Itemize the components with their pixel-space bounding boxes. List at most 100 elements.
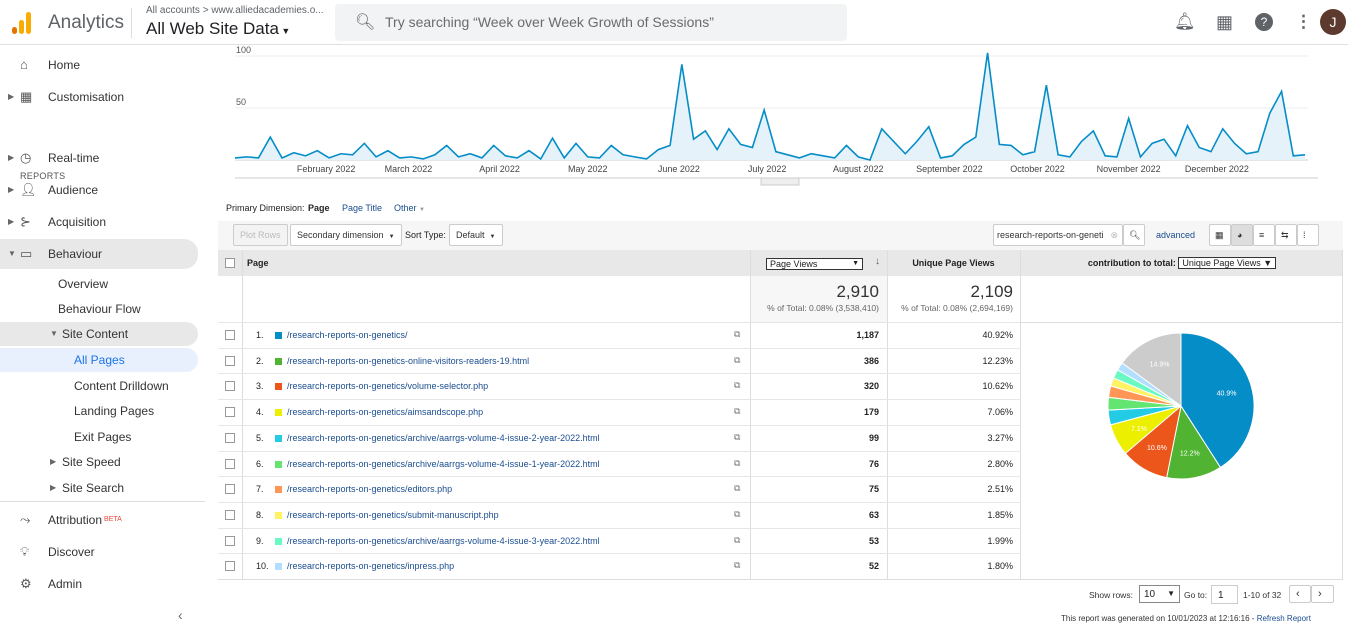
- open-page-icon[interactable]: ⧉: [734, 380, 741, 391]
- sort-type-dropdown[interactable]: Default ▼: [449, 224, 503, 246]
- sidebar-item-behaviour-flow[interactable]: Behaviour Flow: [58, 302, 141, 316]
- table-row: 6. /research-reports-on-genetics/archive…: [218, 450, 1021, 477]
- performance-view-icon[interactable]: ≡: [1253, 224, 1275, 246]
- pie-slice-label: 10.6%: [1147, 445, 1167, 452]
- row-checkbox[interactable]: [225, 561, 235, 572]
- series-color-swatch: [275, 409, 282, 417]
- row-checkbox[interactable]: [225, 509, 235, 520]
- sidebar-item-site-speed[interactable]: ▶ Site Speed: [0, 449, 198, 475]
- secondary-dimension-dropdown[interactable]: Secondary dimension ▼: [290, 224, 402, 246]
- sidebar-item-content-drilldown[interactable]: Content Drilldown: [74, 379, 169, 393]
- sidebar-item-all-pages[interactable]: All Pages: [0, 348, 198, 372]
- refresh-report-link[interactable]: Refresh Report: [1256, 614, 1311, 623]
- metric-select-page-views[interactable]: Page Views ▼: [766, 258, 863, 270]
- pie-view-icon[interactable]: ◕: [1231, 224, 1253, 246]
- sidebar-item-realtime[interactable]: ▶ ◷ Real-time: [0, 145, 198, 171]
- sidebar-item-exit-pages[interactable]: Exit Pages: [74, 430, 132, 444]
- sidebar-item-acquisition[interactable]: ▶ ⊱ Acquisition: [0, 209, 198, 235]
- sidebar-item-customisation[interactable]: ▶ ▦ Customisation: [0, 84, 198, 110]
- row-checkbox[interactable]: [225, 381, 235, 392]
- row-checkbox[interactable]: [225, 458, 235, 469]
- unique-page-views-pct: 40.92%: [982, 330, 1013, 340]
- breadcrumb[interactable]: All accounts > www.alliedacademies.o...: [146, 5, 324, 16]
- goto-input[interactable]: 1: [1211, 585, 1238, 604]
- sort-desc-arrow-icon[interactable]: ↓: [875, 256, 880, 267]
- sidebar-item-overview[interactable]: Overview: [58, 277, 109, 291]
- open-page-icon[interactable]: ⧉: [734, 534, 741, 545]
- page-link[interactable]: /research-reports-on-genetics/volume-sel…: [287, 381, 489, 392]
- row-checkbox[interactable]: [225, 432, 235, 443]
- series-color-swatch: [275, 486, 282, 494]
- page-link[interactable]: /research-reports-on-genetics/submit-man…: [287, 509, 499, 520]
- page-link[interactable]: /research-reports-on-genetics/inpress.ph…: [287, 561, 455, 572]
- dimension-other[interactable]: Other ▼: [394, 203, 425, 213]
- open-page-icon[interactable]: ⧉: [734, 457, 741, 468]
- page-link[interactable]: /research-reports-on-genetics/archive/aa…: [287, 458, 600, 469]
- open-page-icon[interactable]: ⧉: [734, 483, 741, 494]
- open-page-icon[interactable]: ⧉: [734, 354, 741, 365]
- sidebar-item-landing-pages[interactable]: Landing Pages: [74, 404, 155, 418]
- page-link[interactable]: /research-reports-on-genetics/archive/aa…: [287, 432, 600, 443]
- filter-search-button[interactable]: 🔍︎: [1123, 224, 1145, 246]
- sidebar-item-home[interactable]: ⌂ Home: [0, 52, 198, 78]
- apps-grid-icon[interactable]: ▦: [1216, 12, 1234, 32]
- comparison-view-icon[interactable]: ⇆: [1275, 224, 1297, 246]
- advanced-filter-link[interactable]: advanced: [1156, 230, 1196, 240]
- dimension-page-title[interactable]: Page Title: [342, 203, 383, 213]
- sidebar-item-attribution[interactable]: ⤳ Attribution BETA: [0, 507, 198, 533]
- sidebar-item-discover[interactable]: 💡︎ Discover: [0, 539, 198, 565]
- attribution-icon: ⤳: [20, 512, 31, 527]
- table-view-icon[interactable]: ▦: [1209, 224, 1231, 246]
- select-all-checkbox[interactable]: [225, 258, 235, 268]
- x-tick-label: April 2022: [479, 164, 520, 174]
- caret-down-icon: ▼: [278, 26, 291, 36]
- series-color-swatch: [275, 383, 282, 391]
- chart-expand-handle[interactable]: [760, 177, 800, 186]
- row-checkbox[interactable]: [225, 330, 235, 340]
- open-page-icon[interactable]: ⧉: [734, 406, 741, 417]
- sidebar-item-site-search[interactable]: ▶ Site Search: [0, 475, 198, 501]
- plot-rows-button[interactable]: Plot Rows: [233, 224, 288, 246]
- view-selector[interactable]: All Web Site Data ▼: [146, 19, 290, 39]
- collapse-sidebar-chevron-icon[interactable]: ‹: [178, 607, 183, 623]
- row-checkbox[interactable]: [225, 407, 235, 418]
- contribution-metric-select[interactable]: Unique Page Views ▼: [1178, 257, 1277, 269]
- open-page-icon[interactable]: ⧉: [734, 508, 741, 519]
- x-tick-label: May 2022: [568, 164, 608, 174]
- pie-slice-label: 7.1%: [1131, 426, 1147, 433]
- page-link[interactable]: /research-reports-on-genetics/editors.ph…: [287, 484, 453, 495]
- divider: [1342, 250, 1343, 580]
- sidebar-item-audience[interactable]: ▶ 👤︎ Audience: [0, 177, 198, 203]
- dimension-page[interactable]: Page: [308, 203, 330, 213]
- avatar[interactable]: J: [1320, 9, 1346, 35]
- clear-filter-icon[interactable]: ⊗: [1110, 230, 1118, 240]
- row-checkbox[interactable]: [225, 484, 235, 495]
- page-link[interactable]: /research-reports-on-genetics-online-vis…: [287, 355, 530, 366]
- row-checkbox[interactable]: [225, 535, 235, 546]
- page-link[interactable]: /research-reports-on-genetics/: [287, 330, 408, 340]
- sidebar-item-behaviour[interactable]: ▼ ▭ Behaviour: [0, 239, 198, 269]
- open-page-icon[interactable]: ⧉: [734, 560, 741, 571]
- pivot-view-icon[interactable]: ⁞: [1297, 224, 1319, 246]
- row-checkbox[interactable]: [225, 355, 235, 366]
- open-page-icon[interactable]: ⧉: [734, 329, 741, 339]
- filter-input[interactable]: research-reports-on-geneti ⊗: [993, 224, 1123, 246]
- sidebar-item-site-content[interactable]: ▼ Site Content: [0, 322, 198, 346]
- col-page[interactable]: Page: [247, 258, 269, 268]
- analytics-logo-icon[interactable]: [12, 10, 34, 34]
- open-page-icon[interactable]: ⧉: [734, 431, 741, 442]
- prev-page-button[interactable]: ‹: [1289, 585, 1311, 603]
- next-page-button[interactable]: ›: [1311, 585, 1334, 603]
- show-rows-select[interactable]: 10 ▼: [1139, 585, 1180, 603]
- x-tick-label: June 2022: [658, 164, 700, 174]
- page-link[interactable]: /research-reports-on-genetics/aimsandsco…: [287, 407, 484, 418]
- reports-heading: REPORTS: [20, 171, 66, 181]
- col-unique-page-views[interactable]: Unique Page Views: [912, 258, 995, 268]
- more-vert-icon[interactable]: ⋮: [1295, 12, 1312, 31]
- search-input[interactable]: 🔍︎ Try searching “Week over Week Growth o…: [335, 4, 847, 41]
- help-icon[interactable]: ?: [1255, 13, 1273, 31]
- page-link[interactable]: /research-reports-on-genetics/archive/aa…: [287, 535, 600, 546]
- bell-icon[interactable]: 🔔︎: [1174, 12, 1196, 31]
- sidebar-item-admin[interactable]: ⚙ Admin: [0, 571, 198, 597]
- clock-icon: ◷: [20, 150, 32, 165]
